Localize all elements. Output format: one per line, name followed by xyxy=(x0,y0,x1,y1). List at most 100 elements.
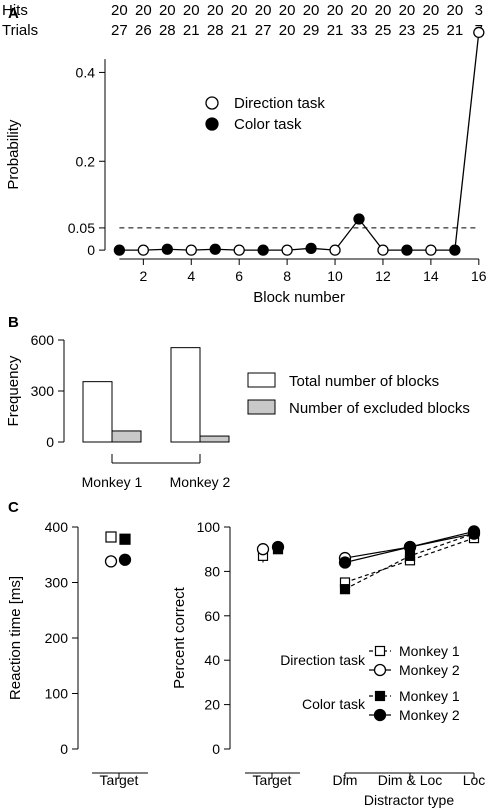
color-task-point xyxy=(449,244,461,256)
panel-label-a: A xyxy=(8,5,19,22)
x-axis-label: Distractor type xyxy=(364,792,454,808)
trials-count: 28 xyxy=(207,22,224,39)
direction-task-point xyxy=(425,244,437,256)
direction-task-monkey2-point xyxy=(104,555,118,568)
hits-count: 20 xyxy=(231,2,248,19)
y-tick-label: 300 xyxy=(31,383,55,399)
legend-direction-label: Direction task xyxy=(234,95,325,112)
legend-direction-monkey1-marker xyxy=(374,645,386,657)
panel-label-b: B xyxy=(8,314,19,331)
legend-swatch xyxy=(247,372,276,388)
trials-count: 27 xyxy=(255,22,272,39)
trials-count: 21 xyxy=(447,22,464,39)
y-tick-label: 400 xyxy=(45,519,69,535)
hits-count: 20 xyxy=(135,2,152,19)
legend-color-label: Color task xyxy=(234,116,302,133)
color-task-point xyxy=(113,244,126,256)
direction-task-point xyxy=(137,244,149,256)
legend-monkey2-label: Monkey 2 xyxy=(399,662,460,678)
legend-label: Total number of blocks xyxy=(289,373,439,390)
bar xyxy=(170,347,201,443)
hits-label: Hits xyxy=(2,2,28,19)
hits-count: 20 xyxy=(303,2,320,19)
x-tick-label: 8 xyxy=(283,268,291,284)
legend-label: Number of excluded blocks xyxy=(289,400,470,417)
legend-direction-monkey2-marker xyxy=(373,663,387,677)
panel-b: B 0 300 600 Frequency Monkey 1 Monkey 2 Total n… xyxy=(5,314,470,490)
y-axis-label: Probability xyxy=(5,119,22,190)
y-tick-label: 0 xyxy=(60,741,68,757)
trials-count: 23 xyxy=(399,22,416,39)
trials-count: 21 xyxy=(327,22,344,39)
hits-count: 20 xyxy=(159,2,176,19)
legend-color-title: Color task xyxy=(302,696,366,712)
y-tick-label: 0 xyxy=(46,434,54,450)
legend-monkey1-label: Monkey 1 xyxy=(399,643,460,659)
trials-count: 25 xyxy=(375,22,392,39)
hits-count: 3 xyxy=(475,2,483,19)
hits-count: 20 xyxy=(351,2,368,19)
target-label: Target xyxy=(100,772,139,788)
color-monkey2-point xyxy=(338,556,352,569)
color-task-point xyxy=(209,243,221,255)
panel-c-reaction-time: C 0 100 200 300 400 Reaction time [ms] Target xyxy=(7,499,148,788)
x-tick-label: 2 xyxy=(139,268,147,284)
y-tick-label: 80 xyxy=(204,563,220,579)
color-task-monkey1-point xyxy=(119,533,131,545)
direction-task-point xyxy=(281,244,293,256)
y-tick-label: 0.05 xyxy=(68,220,95,236)
y-tick-label: 40 xyxy=(204,652,220,668)
legend-swatch xyxy=(247,399,276,415)
trials-count: 25 xyxy=(423,22,440,39)
y-axis-label: Reaction time [ms] xyxy=(7,576,24,700)
category-label: Dim xyxy=(333,772,358,788)
color-task-point xyxy=(353,213,365,225)
trials-count: 33 xyxy=(351,22,368,39)
panel-c-percent-correct: 0 20 40 60 80 100 Percent correct Target Dim Dim … xyxy=(171,519,485,808)
x-axis-label: Block number xyxy=(253,289,345,306)
legend-monkey2-label: Monkey 2 xyxy=(399,707,460,723)
direction-task-point xyxy=(185,244,197,256)
color-monkey1-point xyxy=(339,584,351,595)
trials-label: Trials xyxy=(2,22,38,39)
direction-task-point xyxy=(329,244,341,256)
color-task-monkey2-point xyxy=(118,553,132,566)
y-axis-label: Percent correct xyxy=(171,586,188,689)
x-tick-label: 16 xyxy=(471,268,487,284)
trials-count: 27 xyxy=(111,22,128,39)
x-tick-label: 14 xyxy=(423,268,439,284)
bar xyxy=(111,430,142,443)
target-label: Target xyxy=(253,772,292,788)
direction-task-monkey1-point xyxy=(105,531,117,543)
y-axis-label: Frequency xyxy=(5,355,22,426)
legend-color-monkey1-marker xyxy=(374,690,386,702)
x-tick-label: 12 xyxy=(375,268,391,284)
legend-monkey1-label: Monkey 1 xyxy=(399,688,460,704)
trials-count: 21 xyxy=(231,22,248,39)
y-tick-label: 600 xyxy=(31,332,55,348)
color-task-point xyxy=(305,242,317,254)
hits-count: 20 xyxy=(183,2,200,19)
bar xyxy=(82,381,113,443)
hits-count: 20 xyxy=(207,2,224,19)
data-line xyxy=(119,32,480,251)
y-tick-label: 0 xyxy=(87,242,95,258)
legend-direction-title: Direction task xyxy=(280,652,366,668)
y-tick-label: 0.4 xyxy=(76,64,96,80)
trials-count: 21 xyxy=(183,22,200,39)
direction-task-point xyxy=(473,26,485,39)
hits-count: 20 xyxy=(279,2,296,19)
hits-count: 20 xyxy=(423,2,440,19)
x-tick-label: 10 xyxy=(327,268,343,284)
y-tick-label: 300 xyxy=(45,575,69,591)
color-target-monkey2 xyxy=(271,540,285,554)
y-tick-label: 0 xyxy=(212,741,220,757)
category-label: Loc xyxy=(463,772,486,788)
color-monkey2-point xyxy=(403,540,417,554)
y-tick-label: 60 xyxy=(204,608,220,624)
y-tick-label: 100 xyxy=(197,519,221,535)
color-task-point xyxy=(161,243,173,255)
category-label: Monkey 1 xyxy=(82,474,143,490)
